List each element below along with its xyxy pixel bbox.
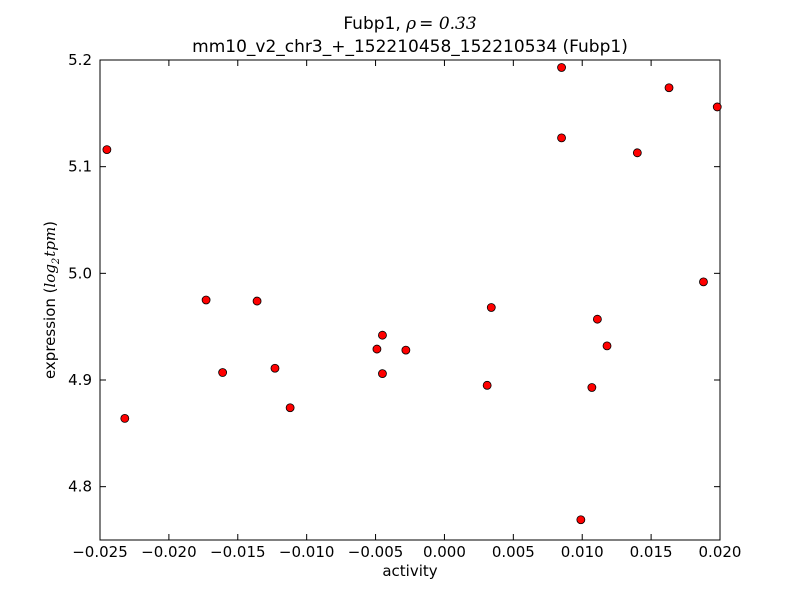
- y-label-suffix: ): [41, 221, 59, 227]
- x-tick-label: 0.020: [699, 543, 742, 561]
- title-rho-symbol: ρ: [405, 14, 416, 34]
- axis-tick-labels: −0.025 −0.020 −0.015 −0.010 −0.005 0.000 0.005…: [68, 51, 741, 561]
- data-point: [201, 295, 211, 305]
- title-rho-value: = 0.33: [419, 14, 477, 34]
- chart-title: Fubp1, ρ = 0.33: [343, 14, 476, 34]
- x-tick-label: 0.005: [492, 543, 535, 561]
- y-label-sub: 2: [51, 258, 62, 265]
- data-point: [218, 368, 228, 377]
- data-point: [699, 277, 708, 287]
- y-tick-label: 5.2: [68, 51, 92, 69]
- x-tick-label: −0.025: [72, 543, 128, 561]
- data-point: [401, 345, 411, 355]
- data-point: [120, 413, 130, 423]
- x-tick-label: 0.000: [423, 543, 466, 561]
- y-axis-label: expression (log2tpm): [41, 221, 62, 379]
- x-tick-label: −0.010: [279, 543, 335, 561]
- data-point: [632, 148, 642, 158]
- data-points: [102, 63, 722, 525]
- plot-frame: [99, 59, 721, 541]
- y-label-prefix: expression (: [41, 288, 59, 380]
- y-label-log: log: [41, 264, 59, 287]
- x-tick-label: −0.005: [348, 543, 404, 561]
- title-gene: Fubp1: [343, 14, 395, 34]
- data-point: [592, 314, 602, 324]
- x-axis-label: activity: [382, 562, 437, 580]
- data-point: [102, 145, 112, 155]
- data-point: [372, 344, 382, 354]
- y-label-unit: tpm: [41, 227, 59, 257]
- x-tick-label: 0.015: [630, 543, 673, 561]
- plot-area: [99, 59, 721, 541]
- data-point: [378, 369, 387, 379]
- data-point: [602, 341, 612, 351]
- x-tick-label: −0.020: [141, 543, 197, 561]
- chart-subtitle: mm10_v2_chr3_+_152210458_152210534 (Fubp…: [192, 37, 628, 57]
- data-point: [557, 63, 566, 72]
- y-tick-label: 4.8: [68, 478, 92, 496]
- data-point: [285, 403, 295, 413]
- data-point: [378, 330, 387, 340]
- data-point: [712, 102, 722, 112]
- x-tick-label: −0.015: [210, 543, 266, 561]
- data-point: [587, 383, 597, 392]
- data-point: [664, 83, 674, 93]
- data-point: [576, 515, 586, 525]
- y-tick-label: 5.1: [68, 158, 92, 176]
- data-point: [482, 380, 492, 390]
- data-point: [557, 133, 566, 143]
- y-tick-label: 4.9: [68, 371, 92, 389]
- x-tick-label: 0.010: [561, 543, 604, 561]
- data-point: [252, 296, 262, 306]
- axis-ticks: [99, 59, 721, 540]
- y-tick-label: 5.0: [68, 264, 92, 282]
- data-point: [270, 363, 280, 373]
- data-point: [486, 303, 496, 312]
